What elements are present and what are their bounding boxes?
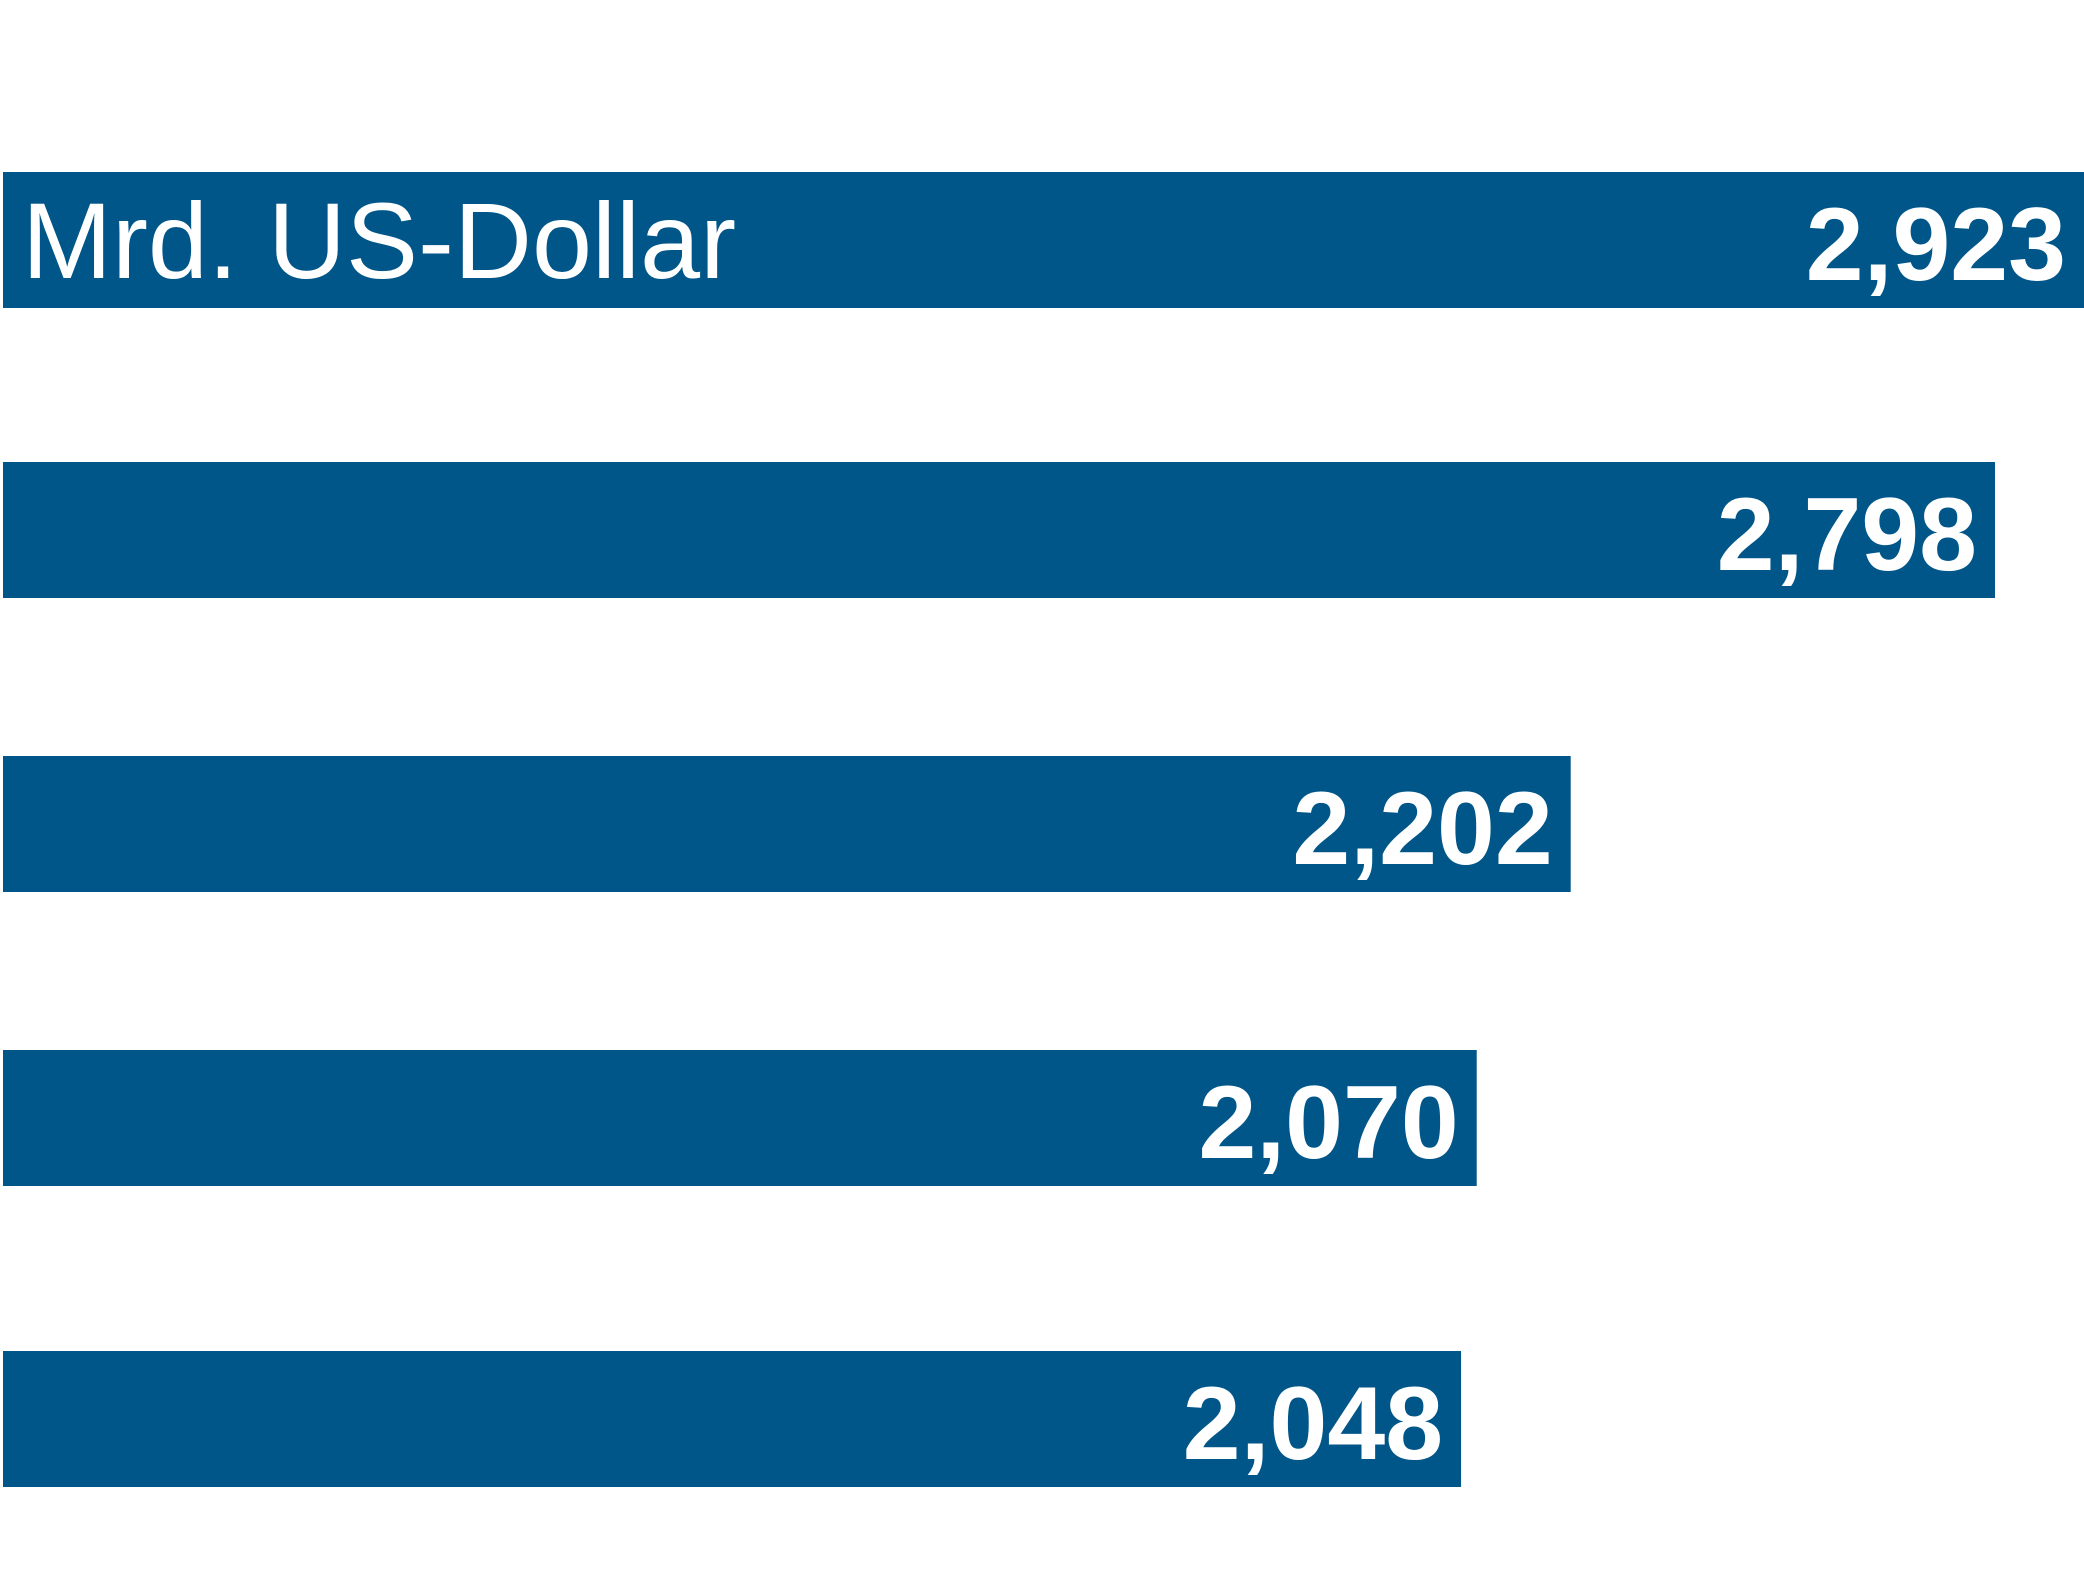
- unit-label: Mrd. US-Dollar: [22, 180, 736, 301]
- bar-3: [3, 756, 1571, 892]
- bar-value-label-3: 2,202: [1292, 771, 1552, 887]
- bar-value-label-4: 2,070: [1198, 1065, 1458, 1181]
- bar-4: [3, 1050, 1477, 1186]
- bar-2: [3, 462, 1996, 598]
- bar-5: [3, 1351, 1462, 1487]
- bar-value-label-2: 2,798: [1717, 477, 1977, 593]
- bar-1: [3, 172, 2084, 308]
- bar-value-label-1: 2,923: [1806, 187, 2066, 303]
- bars-group: 2,923 2,798 2,202 2,070 2,048: [3, 172, 2084, 1487]
- bar-value-label-5: 2,048: [1183, 1366, 1443, 1482]
